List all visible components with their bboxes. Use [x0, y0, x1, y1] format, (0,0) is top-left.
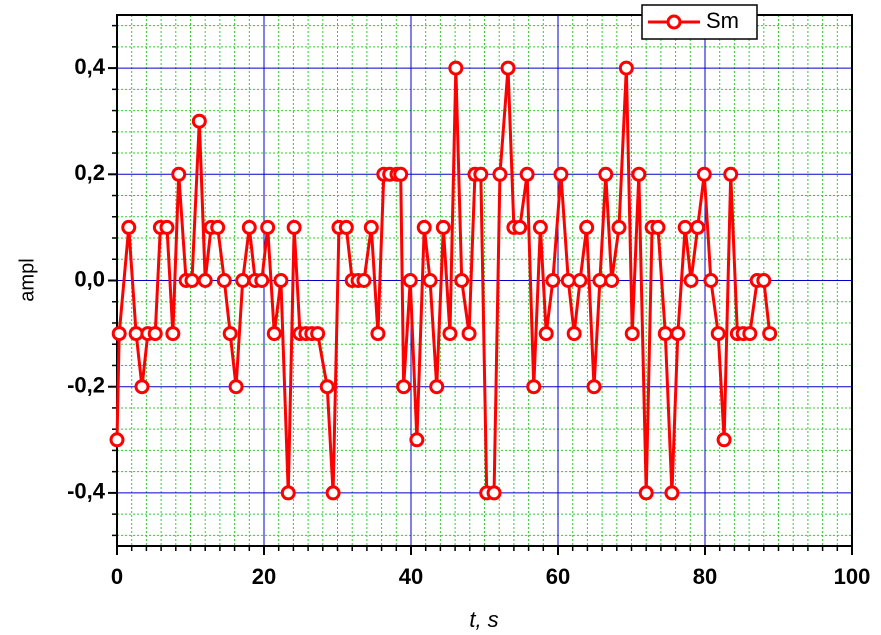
data-point: [338, 219, 354, 235]
data-point: [492, 166, 508, 182]
data-point: [393, 166, 409, 182]
data-point: [260, 219, 276, 235]
data-point: [683, 273, 699, 288]
data-point: [319, 379, 335, 395]
data-point: [742, 326, 758, 342]
data-point: [657, 326, 673, 342]
data-point: [448, 60, 464, 76]
data-point: [222, 326, 238, 342]
data-point: [473, 166, 489, 182]
data-point: [638, 485, 654, 501]
data-point: [356, 273, 372, 288]
data-point: [280, 485, 296, 501]
legend-label: Sm: [706, 8, 739, 33]
data-point: [566, 326, 582, 342]
data-point: [363, 219, 379, 235]
x-axis-label: t, s: [469, 607, 498, 632]
data-point: [396, 379, 412, 395]
y-tick-label: -0,4: [67, 479, 106, 504]
data-point: [325, 485, 341, 501]
data-point: [235, 273, 251, 288]
data-point: [171, 166, 187, 182]
data-point: [710, 326, 726, 342]
data-point: [723, 166, 739, 182]
data-point: [598, 166, 614, 182]
data-point: [532, 219, 548, 235]
data-point: [422, 273, 438, 288]
data-point: [121, 219, 137, 235]
y-tick-label: 0,0: [74, 266, 105, 291]
data-point: [538, 326, 554, 342]
data-point: [454, 273, 470, 288]
data-point: [611, 219, 627, 235]
y-axis-label: ampl: [16, 258, 38, 301]
data-point: [109, 432, 125, 448]
data-point: [266, 326, 282, 342]
data-point: [500, 60, 516, 76]
data-point: [435, 219, 451, 235]
data-point: [210, 219, 226, 235]
data-point: [624, 326, 640, 342]
data-point: [254, 273, 270, 288]
data-point: [526, 379, 542, 395]
data-point: [696, 166, 712, 182]
x-tick-label: 80: [693, 564, 717, 589]
data-point: [273, 273, 289, 288]
data-point: [579, 219, 595, 235]
data-point: [165, 326, 181, 342]
data-point: [703, 273, 719, 288]
data-point: [560, 273, 576, 288]
data-point: [370, 326, 386, 342]
data-point: [486, 485, 502, 501]
data-point: [512, 219, 528, 235]
data-point: [572, 273, 588, 288]
data-point: [416, 219, 432, 235]
data-point: [197, 273, 213, 288]
data-point: [650, 219, 666, 235]
data-point: [128, 326, 144, 342]
data-point: [216, 273, 232, 288]
data-point: [519, 166, 535, 182]
x-tick-label: 60: [546, 564, 570, 589]
data-point: [147, 326, 163, 342]
data-point: [228, 379, 244, 395]
y-tick-label: 0,4: [74, 54, 105, 79]
data-point: [690, 219, 706, 235]
x-tick-label: 40: [399, 564, 423, 589]
data-point: [159, 219, 175, 235]
data-point: [631, 166, 647, 182]
data-point: [553, 166, 569, 182]
data-point: [592, 273, 608, 288]
plot-frame: [116, 14, 853, 547]
data-point: [586, 379, 602, 395]
data-point: [310, 326, 326, 342]
data-point: [241, 219, 257, 235]
legend-marker: [666, 14, 682, 30]
data-point: [545, 273, 561, 288]
x-tick-label: 100: [834, 564, 871, 589]
data-point: [111, 326, 127, 342]
data-point: [664, 485, 680, 501]
data-point: [677, 219, 693, 235]
data-point: [429, 379, 445, 395]
data-point: [134, 379, 150, 395]
data-point: [716, 432, 732, 448]
data-point: [442, 326, 458, 342]
data-point: [184, 273, 200, 288]
data-point: [461, 326, 477, 342]
data-point: [762, 326, 778, 342]
data-point: [756, 273, 772, 288]
data-point: [618, 60, 634, 76]
y-tick-label: -0,2: [67, 373, 105, 398]
data-point: [191, 113, 207, 129]
y-tick-label: 0,2: [74, 160, 105, 185]
data-point: [409, 432, 425, 448]
data-point: [286, 219, 302, 235]
data-point: [604, 273, 620, 288]
data-point: [670, 326, 686, 342]
x-tick-label: 0: [111, 564, 123, 589]
data-point: [402, 273, 418, 288]
x-tick-label: 20: [252, 564, 276, 589]
